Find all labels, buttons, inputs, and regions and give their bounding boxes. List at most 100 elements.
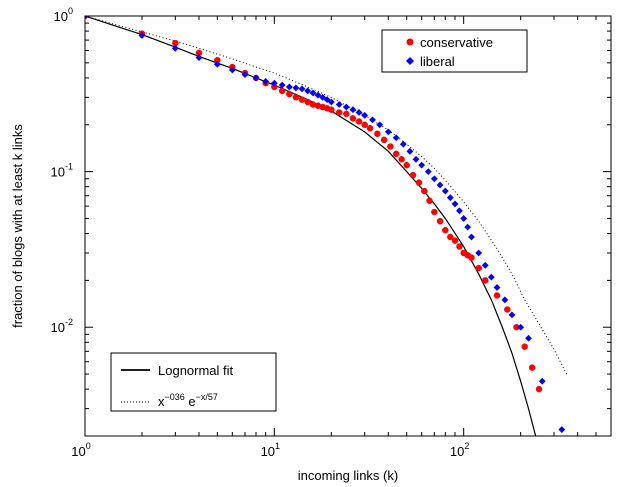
liberal-point bbox=[369, 116, 376, 124]
conservative-point bbox=[278, 87, 286, 95]
liberal-point bbox=[446, 194, 454, 202]
conservative-point bbox=[535, 385, 543, 393]
conservative-point bbox=[374, 130, 381, 138]
liberal-point bbox=[468, 233, 475, 241]
series-layer bbox=[85, 16, 568, 436]
x-tick-label: 100 bbox=[71, 441, 90, 459]
conservative-point bbox=[355, 118, 363, 125]
x-axis-label: incoming links (k) bbox=[298, 468, 398, 483]
liberal-point bbox=[314, 91, 322, 99]
liberal-point bbox=[195, 54, 203, 62]
conservative-point bbox=[304, 98, 311, 106]
liberal-point bbox=[349, 106, 357, 114]
liberal-point bbox=[376, 121, 384, 129]
x-tick-label: 102 bbox=[450, 441, 469, 459]
y-tick-label: 10-2 bbox=[51, 317, 73, 335]
liberal-point bbox=[384, 128, 392, 136]
legend-conservative-marker bbox=[406, 38, 414, 46]
legend-fits: Lognormal fit x−036 e−x/57 bbox=[110, 352, 277, 412]
y-tick-base: 10 bbox=[54, 9, 68, 24]
conservative-point bbox=[409, 171, 417, 179]
conservative-point bbox=[451, 237, 459, 244]
liberal-point bbox=[270, 79, 278, 87]
legend-fits-box bbox=[110, 352, 277, 412]
liberal-point bbox=[335, 101, 343, 108]
liberal-point bbox=[298, 85, 306, 93]
liberal-point bbox=[262, 77, 270, 85]
conservative-point bbox=[426, 197, 433, 204]
conservative-point bbox=[475, 264, 482, 272]
liberal-point bbox=[406, 147, 414, 155]
conservative-point bbox=[387, 143, 394, 150]
y-tick-base: 10 bbox=[51, 165, 65, 180]
x-tick-exp: 1 bbox=[275, 441, 280, 451]
liberal-point bbox=[252, 74, 260, 82]
x-tick-label: 101 bbox=[261, 441, 280, 459]
conservative-point bbox=[349, 115, 357, 122]
conservative-point bbox=[398, 156, 405, 163]
conservative-point bbox=[286, 90, 293, 98]
liberal-point bbox=[412, 155, 420, 163]
liberal-point bbox=[441, 187, 449, 195]
liberal-point bbox=[304, 87, 312, 95]
liberal-point bbox=[327, 98, 335, 106]
plot-frame bbox=[84, 15, 612, 437]
conservative-point bbox=[456, 243, 463, 250]
y-tick-exp: 0 bbox=[68, 6, 73, 16]
conservative-point bbox=[335, 109, 343, 116]
liberal-point bbox=[487, 273, 495, 281]
liberal-point bbox=[392, 134, 400, 142]
x-tick-base: 10 bbox=[450, 444, 464, 459]
liberal-point bbox=[430, 175, 438, 183]
liberal-point bbox=[418, 161, 426, 169]
liberal-point bbox=[501, 296, 509, 304]
liberal-point bbox=[493, 284, 501, 291]
liberal-point bbox=[309, 89, 317, 97]
legend-powerlaw-exp1: −036 bbox=[165, 392, 185, 402]
lognormal-fit-line bbox=[85, 16, 537, 436]
conservative-point bbox=[361, 121, 368, 129]
liberal-point bbox=[456, 207, 463, 215]
liberal-point bbox=[475, 249, 483, 257]
legend-powerlaw-mid: e bbox=[185, 394, 196, 409]
y-tick-label: 100 bbox=[54, 6, 73, 24]
x-tick-exp: 2 bbox=[464, 441, 469, 451]
liberal-point bbox=[278, 81, 286, 89]
conservative-point bbox=[436, 217, 444, 225]
x-tick-base: 10 bbox=[261, 444, 275, 459]
legend-series-box bbox=[381, 29, 528, 73]
y-tick-base: 10 bbox=[51, 320, 65, 335]
x-tick-base: 10 bbox=[71, 444, 85, 459]
conservative-point bbox=[328, 106, 335, 113]
liberal-point bbox=[538, 377, 546, 385]
liberal-point bbox=[451, 200, 459, 208]
conservative-point bbox=[528, 364, 536, 371]
liberal-point bbox=[558, 426, 566, 433]
liberal-point bbox=[319, 93, 327, 101]
conservative-point bbox=[343, 110, 350, 118]
conservative-point bbox=[421, 187, 428, 195]
liberal-point bbox=[508, 311, 516, 319]
liberal-point bbox=[171, 44, 179, 52]
conservative-point bbox=[392, 150, 400, 158]
conservative-point bbox=[521, 343, 528, 350]
y-tick-exp: -1 bbox=[65, 162, 73, 172]
conservative-point bbox=[403, 161, 410, 169]
legend-series: conservative liberal bbox=[381, 29, 528, 73]
liberal-point bbox=[292, 84, 300, 92]
legend-liberal-marker bbox=[406, 57, 414, 65]
liberal-point bbox=[525, 334, 532, 342]
conservative-point bbox=[298, 96, 306, 103]
legend-conservative-label: conservative bbox=[420, 35, 493, 50]
liberal-point bbox=[241, 71, 249, 79]
liberal-point bbox=[213, 60, 221, 68]
y-tick-exp: -2 bbox=[65, 317, 73, 327]
liberal-point bbox=[355, 109, 363, 116]
x-tick-exp: 0 bbox=[86, 441, 91, 451]
conservative-point bbox=[468, 254, 475, 261]
liberal-point bbox=[436, 181, 444, 189]
liberal-point bbox=[517, 323, 525, 331]
legend-lognormal-label: Lognormal fit bbox=[158, 363, 234, 378]
